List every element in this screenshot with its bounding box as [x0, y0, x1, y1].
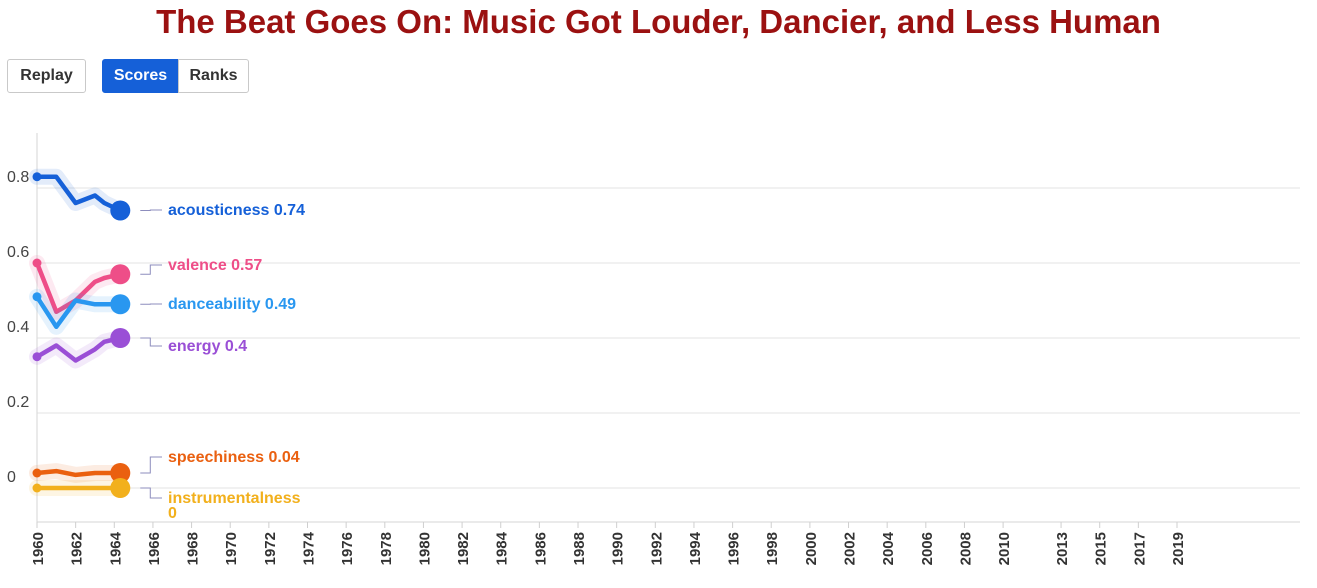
x-tick-label: 2006 [919, 532, 936, 565]
series-line-energy [34, 335, 123, 363]
series-line-speechiness [34, 468, 123, 478]
x-tick-label: 2017 [1131, 532, 1148, 565]
y-tick-label: 0.8 [7, 169, 29, 186]
x-tick-label: 1986 [532, 532, 549, 565]
series-start-point-acousticness [32, 172, 42, 182]
x-tick-label: 1982 [455, 532, 472, 565]
series-end-point-energy [110, 328, 131, 348]
y-tick-label: 0.6 [7, 244, 29, 261]
x-tick-label: 1960 [30, 532, 47, 565]
label-connector-valence [140, 264, 162, 275]
x-tick-label: 2008 [957, 532, 974, 565]
series-start-point-energy [32, 352, 42, 362]
x-tick-label: 2013 [1054, 532, 1071, 565]
series-end-point-valence [110, 264, 131, 285]
x-tick-label: 1972 [262, 532, 279, 565]
series-label-valence: valence 0.57 [168, 257, 262, 274]
x-tick-label: 2015 [1093, 532, 1110, 565]
x-tick-label: 1988 [571, 532, 588, 565]
y-tick-label: 0 [7, 469, 16, 486]
x-tick-label: 1984 [494, 531, 511, 565]
label-connector-acousticness [140, 209, 162, 211]
series-label-speechiness: speechiness 0.04 [168, 449, 300, 466]
x-tick-label: 1998 [764, 532, 781, 565]
replay-button[interactable]: Replay [7, 59, 86, 93]
series-label-acousticness: acousticness 0.74 [168, 202, 305, 219]
y-tick-label: 0.4 [7, 319, 29, 336]
series-label-energy: energy 0.4 [168, 338, 247, 355]
chart-title: The Beat Goes On: Music Got Louder, Danc… [156, 3, 1161, 40]
series-end-point-instrumentalness [110, 478, 131, 498]
x-tick-label: 1964 [107, 531, 124, 565]
y-tick-label: 0.2 [7, 394, 29, 411]
x-tick-label: 1968 [185, 532, 202, 565]
x-tick-label: 2010 [996, 532, 1013, 565]
label-connector-instrumentalness [140, 487, 162, 499]
series-end-point-danceability [110, 294, 131, 315]
x-tick-label: 2002 [842, 532, 859, 565]
series-line-valence [34, 260, 123, 315]
label-connector-speechiness [140, 456, 162, 474]
series-start-point-instrumentalness [32, 483, 42, 493]
series-label-instrumentalness: instrumentalness [168, 490, 301, 507]
x-tick-label: 1992 [648, 532, 665, 565]
x-tick-label: 1994 [687, 531, 704, 565]
label-connector-energy [140, 337, 162, 347]
x-tick-label: 1980 [416, 532, 433, 565]
x-tick-label: 1962 [69, 532, 86, 565]
x-tick-label: 2019 [1170, 532, 1187, 565]
x-tick-label: 1966 [146, 532, 163, 565]
series-start-point-valence [32, 258, 42, 268]
series-end-point-acousticness [110, 200, 131, 221]
series-line-danceability [34, 294, 123, 330]
ranks-toggle-button[interactable]: Ranks [178, 59, 249, 93]
x-tick-label: 1990 [610, 532, 627, 565]
series-label-danceability: danceability 0.49 [168, 296, 296, 313]
series-line-acousticness [34, 174, 123, 213]
x-tick-label: 1978 [378, 532, 395, 565]
x-tick-label: 1976 [339, 532, 356, 565]
x-tick-label: 1974 [301, 531, 318, 565]
series-label-instrumentalness: 0 [168, 505, 177, 522]
series-start-point-danceability [32, 292, 42, 302]
x-tick-label: 1970 [223, 532, 240, 565]
series-end-point-speechiness [110, 463, 131, 483]
x-tick-label: 2000 [803, 532, 820, 565]
x-tick-label: 2004 [880, 531, 897, 565]
series-start-point-speechiness [32, 468, 42, 478]
x-tick-label: 1996 [726, 532, 743, 565]
